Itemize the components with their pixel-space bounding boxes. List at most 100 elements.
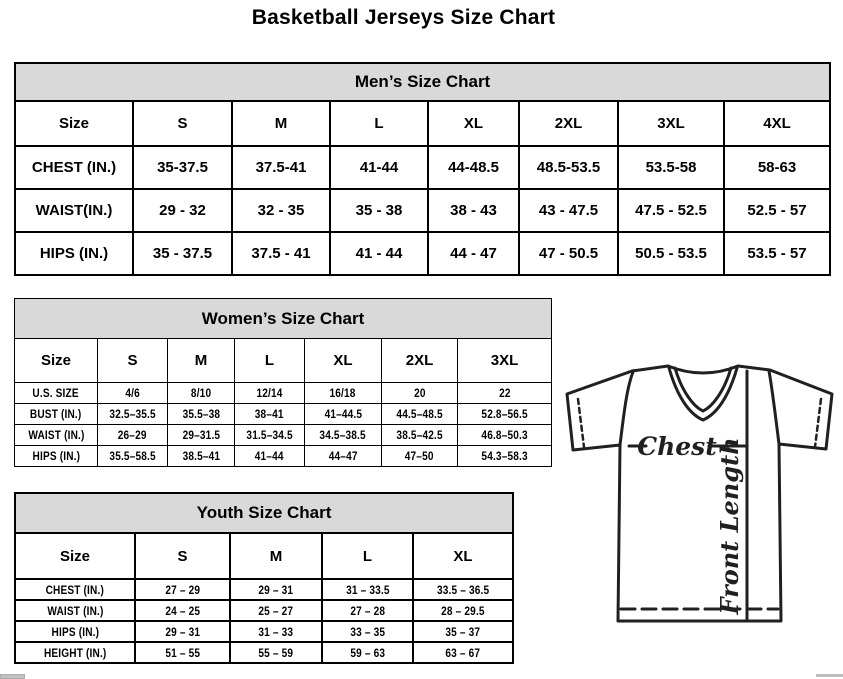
right-armhole-seam-icon bbox=[767, 369, 781, 446]
front-length-label: Front Length bbox=[715, 437, 744, 615]
size-value-cell: 46.8–50.3 bbox=[456, 424, 553, 446]
size-value-cell: 24 – 25 bbox=[134, 599, 231, 622]
size-value-cell: 35 - 38 bbox=[329, 188, 429, 233]
size-value-cell: 4/6 bbox=[97, 382, 168, 404]
table-row: HEIGHT (IN.) 51 – 55 55 – 59 59 – 63 63 – 67 bbox=[14, 641, 515, 664]
size-value-cell: 22 bbox=[456, 382, 553, 404]
size-value-cell: 35 – 37 bbox=[411, 620, 515, 643]
size-value-cell: 58-63 bbox=[722, 145, 832, 190]
size-value-cell: 32 - 35 bbox=[231, 188, 331, 233]
column-header: 3XL bbox=[456, 338, 553, 383]
table-row: HIPS (IN.) 29 – 31 31 – 33 33 – 35 35 – 37 bbox=[14, 620, 515, 643]
row-label: HIPS (IN.) bbox=[14, 231, 134, 276]
scrollbar-thumb-fragment-right[interactable] bbox=[816, 674, 843, 677]
jersey-outline-icon bbox=[565, 364, 834, 623]
row-label: WAIST (IN.) bbox=[14, 424, 98, 446]
size-value-cell: 44–47 bbox=[304, 445, 382, 467]
size-value-cell: 25 – 27 bbox=[229, 599, 323, 622]
scrollbar-thumb-fragment-left[interactable] bbox=[0, 674, 25, 679]
row-label: CHEST (IN.) bbox=[14, 145, 134, 190]
column-header: M bbox=[231, 100, 331, 147]
column-header: Size bbox=[14, 338, 98, 383]
size-value-cell: 12/14 bbox=[234, 382, 305, 404]
column-header: XL bbox=[427, 100, 520, 147]
size-value-cell: 47–50 bbox=[381, 445, 458, 467]
size-value-cell: 35.5–38 bbox=[167, 403, 235, 425]
size-value-cell: 55 – 59 bbox=[229, 641, 323, 664]
table-row: WAIST (IN.) 26–29 29–31.5 31.5–34.5 34.5–38.… bbox=[14, 424, 553, 446]
size-value-cell: 20 bbox=[381, 382, 458, 404]
size-value-cell: 35-37.5 bbox=[132, 145, 233, 190]
column-header: XL bbox=[411, 532, 515, 580]
size-value-cell: 51 – 55 bbox=[134, 641, 231, 664]
size-value-cell: 31 – 33 bbox=[229, 620, 323, 643]
size-value-cell: 37.5-41 bbox=[231, 145, 331, 190]
left-armhole-seam-icon bbox=[618, 370, 635, 447]
size-value-cell: 41–44.5 bbox=[304, 403, 382, 425]
column-header: Size bbox=[14, 100, 134, 147]
row-label: HIPS (IN.) bbox=[14, 620, 136, 643]
row-label: CHEST (IN.) bbox=[14, 578, 136, 601]
column-header: 3XL bbox=[617, 100, 725, 147]
collar-back-curve-icon bbox=[666, 364, 740, 375]
size-value-cell: 41–44 bbox=[234, 445, 305, 467]
row-label: WAIST (IN.) bbox=[14, 599, 136, 622]
size-value-cell: 29 - 32 bbox=[132, 188, 233, 233]
size-value-cell: 52.8–56.5 bbox=[456, 403, 553, 425]
right-cuff-dashed-line-icon bbox=[813, 397, 823, 449]
row-label: HEIGHT (IN.) bbox=[14, 641, 136, 664]
column-header: 4XL bbox=[722, 100, 832, 147]
mens-size-table: Men’s Size Chart Size S M L XL 2XL 3XL 4XL CHEST … bbox=[13, 62, 832, 276]
size-value-cell: 47 - 50.5 bbox=[518, 231, 619, 276]
table-row: WAIST (IN.) 24 – 25 25 – 27 27 – 28 28 – 29.… bbox=[14, 599, 515, 622]
column-header: Size bbox=[14, 532, 136, 580]
size-value-cell: 35.5–58.5 bbox=[97, 445, 168, 467]
size-value-cell: 38–41 bbox=[234, 403, 305, 425]
column-header: XL bbox=[304, 338, 382, 383]
size-value-cell: 53.5-58 bbox=[617, 145, 725, 190]
youth-size-table: Youth Size Chart Size S M L XL CHEST (IN.) 27 –… bbox=[13, 492, 515, 664]
size-value-cell: 35 - 37.5 bbox=[132, 231, 233, 276]
column-header: S bbox=[134, 532, 231, 580]
womens-size-table: Women’s Size Chart Size S M L XL 2XL 3XL U.S. SI… bbox=[13, 298, 553, 467]
size-value-cell: 37.5 - 41 bbox=[231, 231, 331, 276]
size-value-cell: 34.5–38.5 bbox=[304, 424, 382, 446]
table-title: Men’s Size Chart bbox=[13, 62, 832, 102]
page-title: Basketball Jerseys Size Chart bbox=[251, 6, 556, 29]
size-value-cell: 38.5–41 bbox=[167, 445, 235, 467]
size-value-cell: 8/10 bbox=[167, 382, 235, 404]
column-header: 2XL bbox=[381, 338, 458, 383]
table-row: CHEST (IN.) 35-37.5 37.5-41 41-44 44-48.5 48.… bbox=[14, 145, 832, 190]
size-value-cell: 29–31.5 bbox=[167, 424, 235, 446]
column-header: M bbox=[229, 532, 323, 580]
size-value-cell: 32.5–35.5 bbox=[97, 403, 168, 425]
size-value-cell: 28 – 29.5 bbox=[411, 599, 515, 622]
column-header: S bbox=[132, 100, 233, 147]
size-value-cell: 48.5-53.5 bbox=[518, 145, 619, 190]
size-value-cell: 44 - 47 bbox=[427, 231, 520, 276]
column-header: M bbox=[167, 338, 235, 383]
size-value-cell: 43 - 47.5 bbox=[518, 188, 619, 233]
size-value-cell: 33.5 – 36.5 bbox=[411, 578, 515, 601]
size-value-cell: 41-44 bbox=[329, 145, 429, 190]
table-row: HIPS (IN.) 35.5–58.5 38.5–41 41–44 44–47 47–5… bbox=[14, 445, 553, 467]
size-value-cell: 31.5–34.5 bbox=[234, 424, 305, 446]
table-row: U.S. SIZE 4/6 8/10 12/14 16/18 20 22 bbox=[14, 382, 553, 404]
table-row: BUST (IN.) 32.5–35.5 35.5–38 38–41 41–44.5 44… bbox=[14, 403, 553, 425]
size-value-cell: 38 - 43 bbox=[427, 188, 520, 233]
column-header: 2XL bbox=[518, 100, 619, 147]
size-value-cell: 38.5–42.5 bbox=[381, 424, 458, 446]
size-value-cell: 54.3–58.3 bbox=[456, 445, 553, 467]
size-value-cell: 44.5–48.5 bbox=[381, 403, 458, 425]
column-header: S bbox=[97, 338, 168, 383]
size-value-cell: 52.5 - 57 bbox=[722, 188, 832, 233]
collar-band-inner-icon bbox=[673, 366, 733, 413]
table-row: WAIST(IN.) 29 - 32 32 - 35 35 - 38 38 - 43 43… bbox=[14, 188, 832, 233]
size-value-cell: 47.5 - 52.5 bbox=[617, 188, 725, 233]
table-title: Youth Size Chart bbox=[13, 492, 515, 534]
size-value-cell: 29 – 31 bbox=[229, 578, 323, 601]
size-value-cell: 27 – 28 bbox=[321, 599, 414, 622]
column-header: L bbox=[329, 100, 429, 147]
left-cuff-dashed-line-icon bbox=[576, 397, 586, 449]
